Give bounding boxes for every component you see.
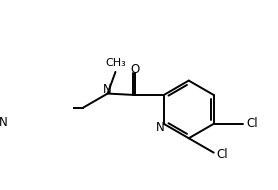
Text: Cl: Cl xyxy=(217,148,228,161)
Text: N: N xyxy=(156,121,165,134)
Text: Cl: Cl xyxy=(246,117,258,130)
Text: N: N xyxy=(103,83,112,96)
Text: O: O xyxy=(130,63,140,76)
Text: N: N xyxy=(0,116,7,129)
Text: CH₃: CH₃ xyxy=(105,58,126,68)
